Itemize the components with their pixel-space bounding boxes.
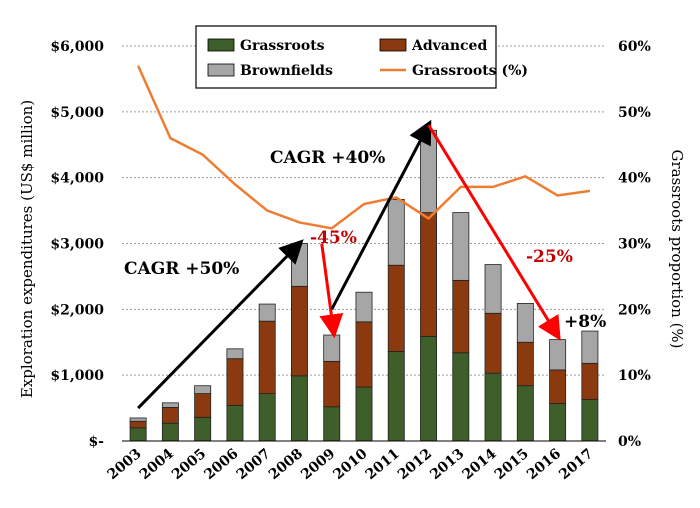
x-tick-label: 2003 (105, 446, 145, 483)
legend-box (195, 25, 497, 89)
bar-brownfields-2007 (258, 303, 276, 322)
bar-brownfields-2010 (355, 291, 373, 323)
x-tick-label: 2009 (298, 446, 338, 483)
bar-advanced-2015 (516, 341, 534, 387)
x-tick-label: 2006 (201, 446, 241, 483)
annotation-arrow (137, 239, 304, 410)
bar-brownfields-2012 (420, 129, 438, 213)
bar-grassroots-2011 (387, 351, 405, 442)
y-tick-label: $1,000 (50, 368, 104, 384)
y2-tick-label: 40% (618, 171, 651, 187)
annotation-arrow (330, 119, 432, 311)
y2-axis-title: Grassroots proportion (%) (668, 149, 686, 348)
y2-tick-label: 50% (618, 105, 651, 121)
y-tick-label: $4,000 (50, 171, 104, 187)
y2-tick-label: 60% (618, 39, 651, 55)
x-tick-label: 2008 (266, 446, 306, 483)
y2-tick-label: 10% (618, 368, 651, 384)
x-tick-label: 2014 (460, 446, 500, 483)
bar-advanced-2009 (323, 360, 341, 408)
line-grassroots-percent (136, 65, 591, 230)
bar-brownfields-2017 (581, 330, 599, 364)
annotation-minus-45: -45% (310, 228, 357, 248)
bar-advanced-2016 (549, 369, 567, 404)
x-tick-label: 2010 (330, 446, 370, 483)
grassroots-percent-line (136, 65, 591, 230)
y-tick-label: $- (88, 434, 104, 450)
bar-grassroots-2012 (420, 335, 438, 442)
annotation-minus-25: -25% (526, 247, 573, 267)
bar-grassroots-2010 (355, 386, 373, 442)
x-tick-label: 2012 (395, 446, 435, 483)
y2-tick-label: 20% (618, 302, 651, 318)
legend-label-grassroots-percent: Grassroots (%) (412, 63, 528, 79)
bar-brownfields-2016 (549, 339, 567, 371)
y-tick-label: $6,000 (50, 39, 104, 55)
legend-label-grassroots: Grassroots (240, 38, 325, 54)
bar-advanced-2007 (258, 320, 276, 394)
annotation-cagr-40: CAGR +40% (270, 148, 385, 168)
x-tick-label: 2015 (492, 446, 532, 483)
x-tick-label: 2007 (234, 446, 274, 483)
bar-grassroots-2005 (194, 416, 212, 442)
bar-grassroots-2008 (290, 375, 308, 442)
bar-grassroots-2007 (258, 393, 276, 442)
bar-brownfields-2003 (129, 417, 147, 422)
annotation-cagr-50: CAGR +50% (124, 259, 239, 279)
y2-tick-label: 0% (618, 434, 641, 450)
annotation-plus-8: +8% (564, 312, 606, 332)
bar-advanced-2012 (420, 212, 438, 337)
bar-advanced-2004 (161, 407, 179, 424)
bar-grassroots-2017 (581, 399, 599, 442)
x-tick-label: 2011 (363, 446, 403, 483)
legend-swatch-brownfields (207, 63, 235, 77)
bar-grassroots-2004 (161, 422, 179, 442)
bar-grassroots-2009 (323, 406, 341, 442)
bar-grassroots-2014 (484, 372, 502, 442)
y-tick-label: $5,000 (50, 105, 104, 121)
legend-swatch-advanced (379, 38, 407, 52)
bar-brownfields-2009 (323, 334, 341, 362)
y-tick-label: $3,000 (50, 237, 104, 253)
annotation-arrows (137, 119, 561, 410)
legend-label-advanced: Advanced (411, 38, 487, 54)
legend: Grassroots Advanced Brownfields Grassroo… (195, 25, 528, 89)
bar-grassroots-2003 (129, 427, 147, 442)
bar-brownfields-2006 (226, 348, 244, 360)
bar-grassroots-2006 (226, 405, 244, 442)
legend-swatch-grassroots (207, 38, 235, 52)
x-tick-label: 2016 (524, 446, 564, 483)
bar-brownfields-2004 (161, 402, 179, 408)
x-tick-label: 2017 (556, 446, 596, 483)
y-tick-label: $2,000 (50, 302, 104, 318)
x-tick-label: 2004 (137, 446, 177, 483)
bar-brownfields-2013 (452, 212, 470, 281)
bars (129, 129, 599, 442)
y-axis-title: Exploration expenditures (US$ million) (18, 100, 36, 398)
bar-advanced-2014 (484, 312, 502, 374)
bar-advanced-2006 (226, 358, 244, 406)
bar-grassroots-2015 (516, 385, 534, 442)
bar-brownfields-2011 (387, 198, 405, 266)
bar-advanced-2008 (290, 285, 308, 377)
bar-advanced-2005 (194, 393, 212, 418)
bar-advanced-2013 (452, 279, 470, 354)
x-tick-label: 2005 (169, 446, 209, 483)
annotations: CAGR +50% CAGR +40% -45% -25% +8% (124, 148, 606, 332)
bar-advanced-2017 (581, 362, 599, 400)
x-tick-label: 2013 (427, 446, 467, 483)
bar-advanced-2010 (355, 321, 373, 388)
legend-label-brownfields: Brownfields (240, 63, 333, 79)
annotation-arrow (319, 243, 344, 339)
bar-grassroots-2016 (549, 403, 567, 442)
bar-grassroots-2013 (452, 352, 470, 442)
bar-brownfields-2014 (484, 264, 502, 314)
bar-advanced-2011 (387, 264, 405, 352)
bar-brownfields-2005 (194, 385, 212, 395)
bar-advanced-2003 (129, 420, 147, 429)
annotation-arrow (427, 124, 561, 341)
bar-brownfields-2015 (516, 303, 534, 343)
y2-tick-label: 30% (618, 237, 651, 253)
